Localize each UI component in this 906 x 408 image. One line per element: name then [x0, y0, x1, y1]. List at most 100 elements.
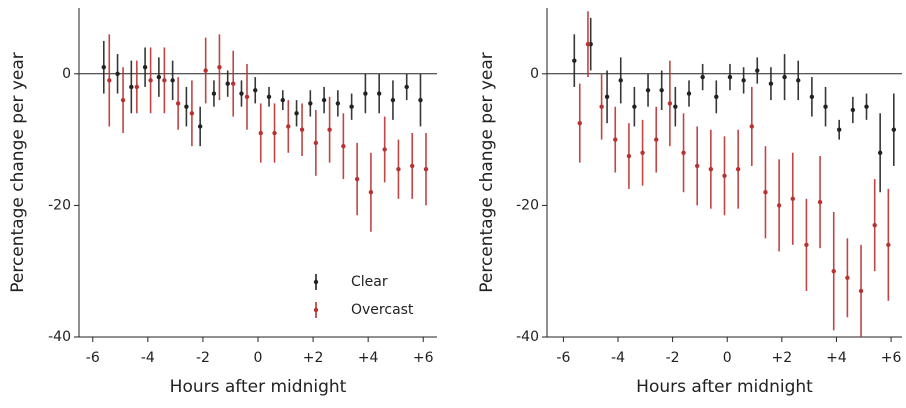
point [115, 71, 120, 77]
y-tick-label: 0 [530, 66, 539, 82]
legend-label: Overcast [351, 302, 414, 318]
point [335, 101, 341, 106]
point [120, 97, 126, 103]
legend-point [313, 307, 319, 313]
point [231, 81, 236, 86]
point [673, 104, 678, 109]
x-tick-label: +2 [772, 350, 793, 366]
legend-label: Clear [351, 274, 388, 290]
point [410, 163, 415, 169]
point [382, 147, 387, 152]
point [170, 78, 175, 83]
x-axis-label: Hours after midnight [170, 377, 347, 397]
point [142, 65, 148, 70]
y-tick-label: -20 [516, 197, 539, 213]
point [308, 101, 313, 106]
point [349, 104, 354, 109]
x-tick-label: +4 [826, 350, 847, 366]
point [790, 196, 795, 202]
point [776, 203, 782, 208]
point [162, 78, 167, 83]
point [708, 167, 714, 172]
point [572, 58, 577, 63]
point [321, 97, 327, 103]
point [722, 173, 727, 178]
point [845, 275, 850, 280]
point [341, 143, 346, 149]
point [184, 104, 189, 109]
point [836, 127, 842, 132]
point [618, 78, 623, 83]
point [626, 153, 632, 159]
point [327, 127, 332, 132]
point [272, 130, 277, 136]
point [891, 127, 897, 132]
point [823, 104, 828, 109]
point [404, 84, 409, 90]
point [654, 137, 659, 142]
point [831, 269, 836, 274]
point [763, 190, 768, 195]
point [585, 41, 591, 47]
point [280, 97, 285, 103]
point [749, 124, 755, 129]
point [239, 91, 244, 96]
point [796, 78, 801, 83]
point [659, 88, 664, 93]
y-tick-label: -40 [48, 329, 71, 345]
x-tick-label: +2 [303, 350, 324, 366]
y-tick-label: -40 [516, 329, 539, 345]
point [755, 68, 760, 73]
x-tick-label: +4 [358, 350, 379, 366]
point [253, 88, 258, 93]
x-tick-label: -4 [611, 350, 625, 366]
point [686, 91, 692, 96]
point [782, 74, 787, 80]
x-tick-label: -2 [666, 350, 680, 366]
point [211, 91, 217, 96]
legend-point [313, 279, 319, 285]
point [175, 101, 181, 106]
point [700, 74, 705, 80]
point [423, 167, 429, 172]
x-tick-label: -6 [86, 350, 100, 366]
point [681, 150, 686, 155]
point [886, 242, 891, 248]
point [640, 150, 645, 155]
y-tick-label: -20 [48, 197, 71, 213]
x-axis-label: Hours after midnight [636, 377, 813, 397]
point [129, 84, 134, 90]
point [286, 124, 291, 129]
point [156, 74, 162, 80]
point [363, 91, 368, 96]
point [714, 94, 719, 100]
point [858, 288, 864, 294]
point [390, 97, 396, 103]
x-tick-label: 0 [254, 350, 263, 366]
point [599, 104, 604, 109]
point [809, 94, 815, 100]
point [217, 65, 222, 70]
point [134, 84, 140, 90]
point [258, 130, 263, 136]
point [735, 167, 741, 172]
y-axis-label: Percentage change per year [477, 52, 497, 293]
point [244, 94, 250, 100]
point [667, 101, 673, 106]
x-tick-label: 0 [723, 350, 732, 366]
point [148, 78, 153, 83]
point [266, 94, 272, 100]
point [225, 81, 230, 86]
point [189, 111, 195, 116]
point [727, 74, 733, 80]
point [313, 140, 319, 146]
point [613, 137, 618, 142]
point [604, 94, 610, 100]
point [107, 78, 112, 83]
point [741, 78, 746, 83]
point [864, 104, 869, 109]
point [368, 190, 374, 195]
